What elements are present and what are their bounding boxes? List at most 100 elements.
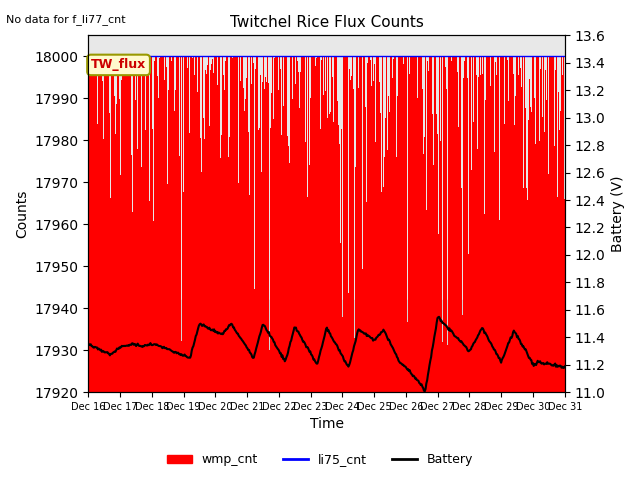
Bar: [173, 56, 174, 392]
Bar: [143, 119, 145, 392]
Bar: [117, 56, 118, 392]
Bar: [88, 56, 89, 392]
Bar: [108, 56, 109, 392]
Bar: [299, 108, 300, 392]
Bar: [378, 56, 379, 392]
Legend: wmp_cnt, li75_cnt, Battery: wmp_cnt, li75_cnt, Battery: [162, 448, 478, 471]
Bar: [527, 200, 528, 392]
Bar: [253, 63, 254, 392]
Title: Twitchel Rice Flux Counts: Twitchel Rice Flux Counts: [230, 15, 424, 30]
Bar: [522, 56, 523, 392]
Bar: [383, 187, 384, 392]
Bar: [196, 56, 197, 392]
Bar: [553, 56, 554, 392]
Bar: [353, 68, 355, 392]
Bar: [332, 77, 333, 392]
Bar: [90, 56, 92, 392]
Bar: [278, 90, 279, 392]
Bar: [218, 56, 220, 392]
Bar: [497, 56, 499, 392]
Bar: [447, 345, 448, 392]
Bar: [425, 56, 426, 392]
Bar: [153, 221, 154, 392]
Bar: [493, 83, 494, 392]
Bar: [445, 67, 446, 392]
Bar: [337, 101, 338, 392]
Bar: [467, 78, 468, 392]
Bar: [92, 56, 93, 392]
Bar: [430, 56, 431, 392]
Bar: [312, 56, 313, 392]
Bar: [159, 56, 161, 392]
Bar: [112, 56, 113, 392]
Bar: [298, 72, 299, 392]
Bar: [157, 76, 158, 392]
Bar: [433, 165, 434, 392]
Bar: [195, 56, 196, 392]
Bar: [481, 56, 482, 392]
Bar: [402, 56, 403, 392]
Bar: [244, 350, 246, 392]
Bar: [470, 76, 471, 392]
Bar: [186, 58, 187, 392]
Bar: [291, 56, 292, 392]
Bar: [248, 132, 249, 392]
Bar: [107, 56, 108, 392]
Bar: [122, 56, 123, 392]
Bar: [384, 157, 385, 392]
Bar: [246, 78, 247, 392]
Bar: [385, 119, 386, 392]
Bar: [260, 205, 261, 392]
Bar: [509, 56, 510, 392]
Bar: [99, 56, 100, 392]
Bar: [469, 56, 470, 392]
Bar: [525, 108, 526, 392]
Bar: [170, 56, 171, 392]
Bar: [89, 69, 90, 392]
Bar: [190, 57, 191, 392]
Bar: [352, 56, 353, 392]
Bar: [397, 96, 398, 392]
Bar: [563, 56, 564, 392]
Bar: [448, 56, 449, 392]
Bar: [538, 57, 539, 392]
Bar: [192, 58, 193, 392]
Bar: [225, 56, 227, 392]
Bar: [210, 56, 211, 392]
Bar: [391, 56, 392, 392]
Bar: [489, 56, 490, 392]
Bar: [474, 56, 476, 392]
Bar: [418, 56, 419, 392]
Bar: [473, 122, 474, 392]
Bar: [234, 56, 235, 392]
Bar: [533, 56, 534, 392]
Bar: [514, 125, 515, 392]
Bar: [261, 172, 262, 392]
Bar: [235, 56, 236, 392]
Bar: [162, 57, 163, 392]
Bar: [458, 56, 460, 392]
Bar: [243, 88, 244, 392]
Bar: [428, 71, 429, 392]
Bar: [344, 56, 345, 392]
Bar: [165, 56, 166, 392]
Bar: [530, 107, 531, 392]
Bar: [540, 56, 541, 392]
Bar: [251, 84, 252, 392]
Bar: [329, 114, 330, 392]
Bar: [549, 56, 550, 392]
Bar: [143, 70, 144, 392]
Bar: [263, 56, 264, 392]
Bar: [148, 56, 149, 392]
Bar: [236, 56, 237, 392]
Bar: [394, 56, 395, 392]
Bar: [216, 56, 217, 392]
Bar: [534, 98, 535, 392]
Bar: [517, 56, 518, 392]
Bar: [417, 98, 418, 392]
Bar: [342, 317, 343, 392]
Bar: [436, 114, 437, 392]
Bar: [464, 61, 465, 392]
Bar: [259, 128, 260, 392]
Bar: [310, 94, 312, 392]
